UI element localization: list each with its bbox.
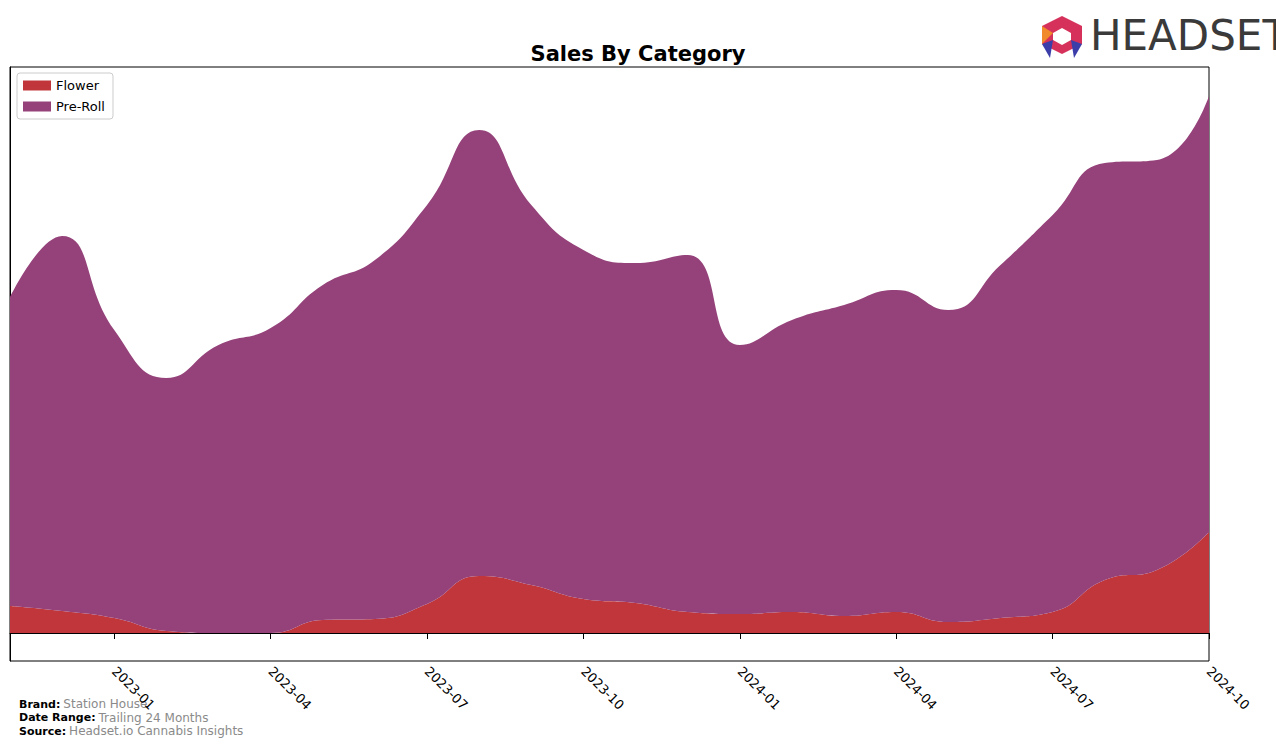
- svg-text:2023-07: 2023-07: [422, 664, 471, 713]
- svg-text:Flower: Flower: [56, 78, 100, 93]
- svg-text:2023-10: 2023-10: [578, 664, 627, 713]
- svg-text:Trailing 24 Months: Trailing 24 Months: [98, 711, 209, 725]
- svg-text:Source:: Source:: [19, 725, 66, 738]
- svg-text:Headset.io Cannabis Insights: Headset.io Cannabis Insights: [69, 724, 243, 738]
- svg-text:Station House: Station House: [63, 697, 148, 711]
- svg-text:Date Range:: Date Range:: [19, 711, 96, 724]
- svg-text:HEADSET: HEADSET: [1090, 11, 1276, 60]
- svg-text:2024-10: 2024-10: [1204, 664, 1253, 713]
- svg-text:2024-01: 2024-01: [735, 664, 784, 713]
- svg-text:Pre-Roll: Pre-Roll: [56, 99, 105, 114]
- svg-text:2024-07: 2024-07: [1047, 664, 1096, 713]
- svg-text:2024-04: 2024-04: [891, 664, 940, 713]
- svg-text:Brand:: Brand:: [19, 698, 60, 711]
- svg-text:2023-01: 2023-01: [109, 664, 158, 713]
- svg-text:2023-04: 2023-04: [265, 664, 314, 713]
- svg-text:Sales By Category: Sales By Category: [531, 42, 746, 66]
